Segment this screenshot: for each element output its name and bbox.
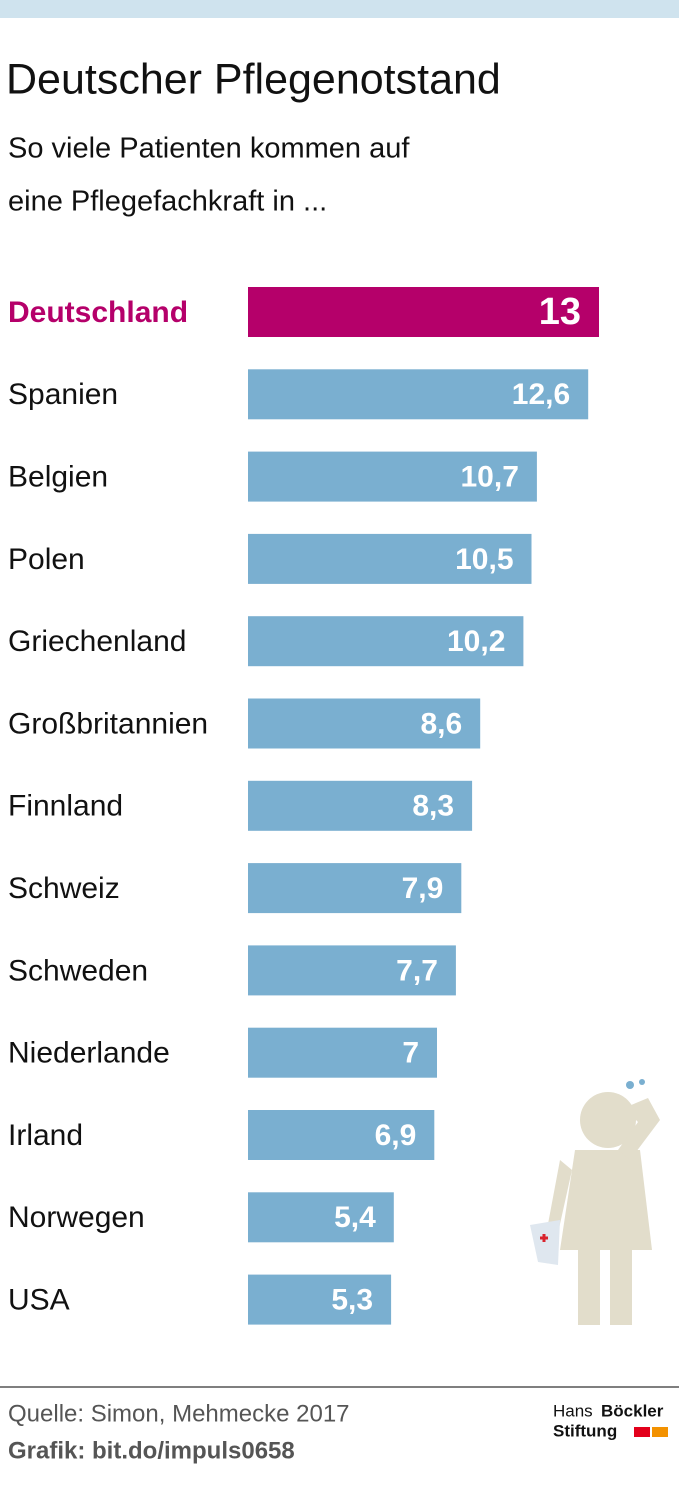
value-label: 13: [539, 291, 581, 333]
category-label: Schweiz: [8, 872, 120, 905]
chart-title: Deutscher Pflegenotstand: [6, 55, 501, 103]
category-label: USA: [8, 1284, 70, 1317]
value-label: 10,2: [447, 625, 505, 658]
value-label: 7,9: [402, 872, 444, 905]
nurse-icon: [530, 1079, 660, 1325]
bar: [248, 287, 599, 337]
category-label: Griechenland: [8, 625, 186, 658]
bar: [248, 1192, 394, 1243]
value-label: 12,6: [512, 378, 570, 411]
bar: [248, 1274, 392, 1325]
logo-square: [634, 1427, 650, 1437]
top-strip: [0, 0, 679, 18]
category-label: Polen: [8, 543, 85, 576]
value-label: 5,4: [334, 1201, 376, 1234]
bar: [248, 1110, 435, 1160]
value-label: 8,6: [420, 707, 462, 740]
category-label: Schweden: [8, 954, 148, 987]
bar: [248, 1027, 437, 1078]
category-label: Irland: [8, 1119, 83, 1152]
logo-text: Hans: [553, 1401, 593, 1420]
bar: [248, 533, 532, 584]
value-label: 10,7: [461, 461, 519, 494]
chart-subtitle: eine Pflegefachkraft in ...: [8, 186, 327, 218]
value-label: 7,7: [396, 954, 438, 987]
bar: [248, 451, 537, 502]
bar: [248, 698, 481, 749]
value-label: 6,9: [375, 1119, 417, 1152]
logo-text: Stiftung: [553, 1421, 617, 1440]
credit: Grafik: bit.do/impuls0658: [8, 1437, 295, 1464]
category-label: Deutschland: [8, 296, 188, 329]
bar: [248, 369, 589, 420]
value-label: 10,5: [455, 543, 513, 576]
bar: [248, 945, 456, 996]
logo-square: [652, 1427, 668, 1437]
bar: [248, 780, 473, 831]
category-label: Großbritannien: [8, 707, 208, 740]
logo-text: Böckler: [601, 1401, 664, 1420]
category-label: Norwegen: [8, 1201, 145, 1234]
source: Quelle: Simon, Mehmecke 2017: [8, 1400, 350, 1427]
bar: [248, 616, 524, 667]
value-label: 8,3: [412, 790, 454, 823]
chart-subtitle: So viele Patienten kommen auf: [8, 133, 410, 165]
value-label: 7: [402, 1037, 419, 1070]
value-label: 5,3: [331, 1284, 373, 1317]
category-label: Finnland: [8, 790, 123, 823]
bar: [248, 863, 462, 914]
category-label: Belgien: [8, 461, 108, 494]
category-label: Niederlande: [8, 1037, 170, 1070]
category-label: Spanien: [8, 378, 118, 411]
